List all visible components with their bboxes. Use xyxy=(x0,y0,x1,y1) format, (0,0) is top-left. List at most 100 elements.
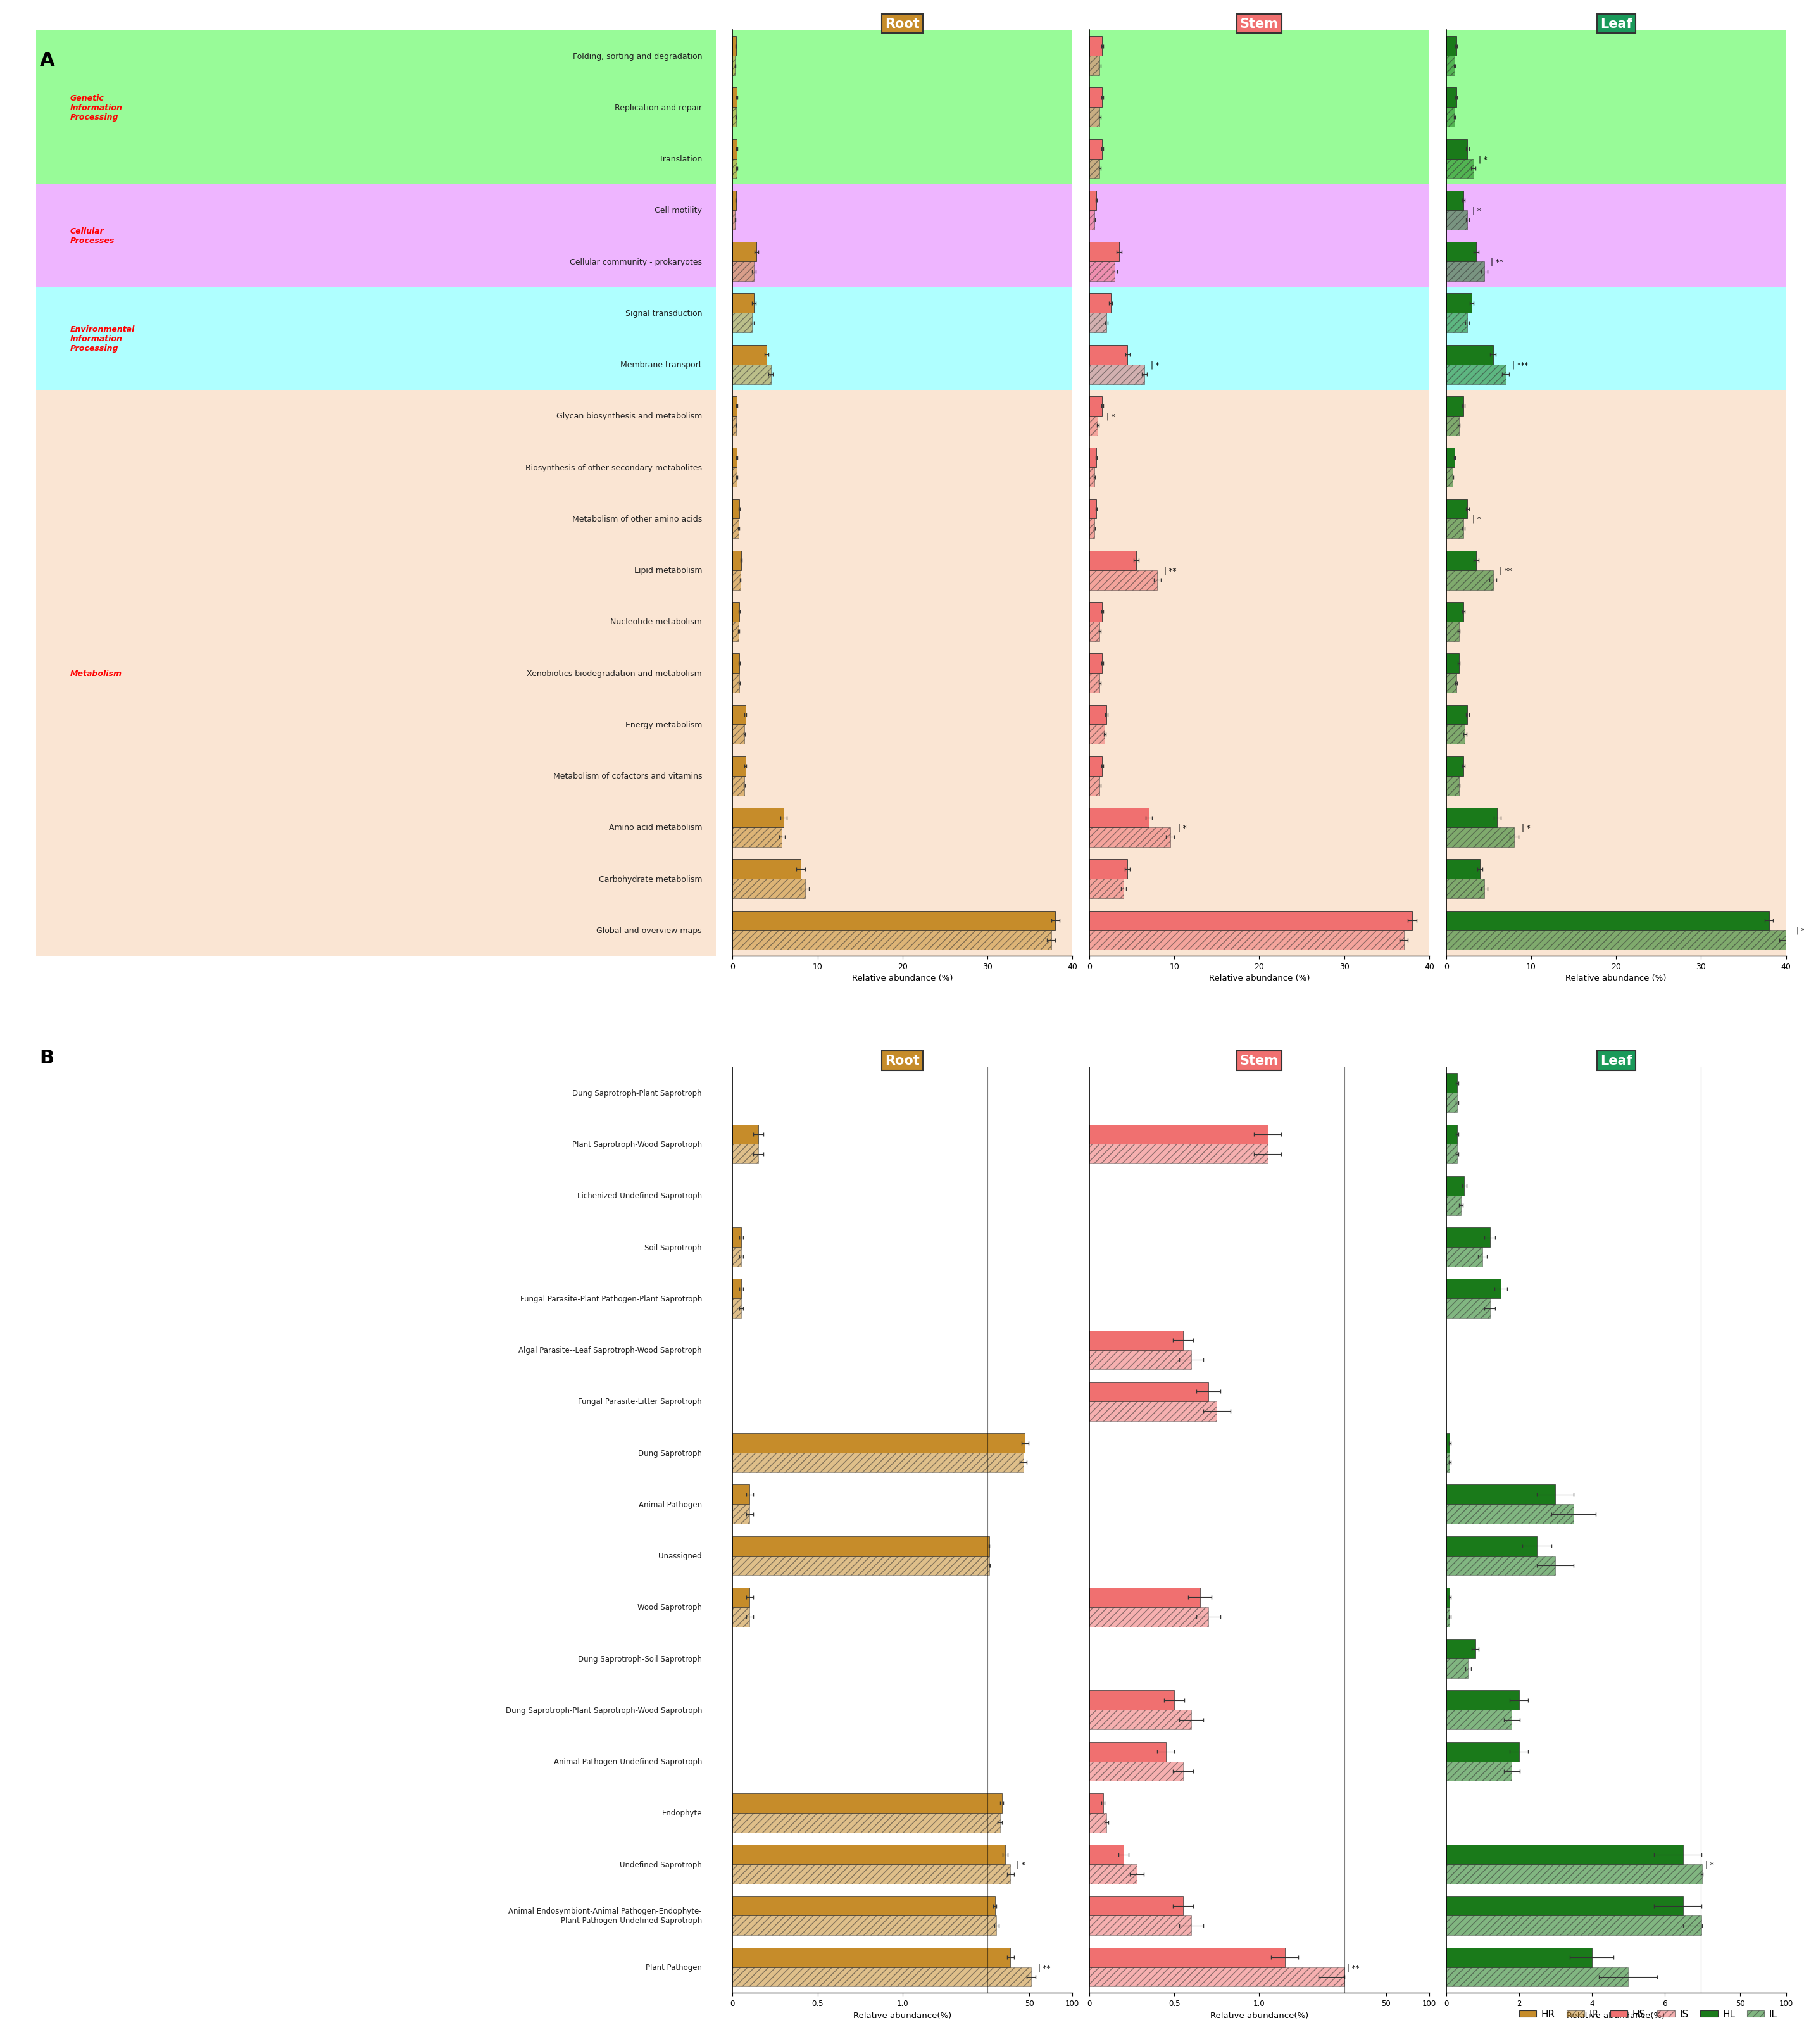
Bar xyxy=(1447,108,1454,127)
Bar xyxy=(1046,390,1472,957)
Text: Plant Saprotroph-Wood Saprotroph: Plant Saprotroph-Wood Saprotroph xyxy=(572,1141,702,1149)
Text: | ***: | *** xyxy=(1512,362,1528,370)
Text: Energy metabolism: Energy metabolism xyxy=(626,722,702,730)
Bar xyxy=(1447,1094,1458,1112)
Bar xyxy=(732,1588,750,1607)
Bar xyxy=(732,1607,750,1627)
Bar xyxy=(1447,448,1454,468)
Bar xyxy=(1090,108,1100,127)
Bar xyxy=(1090,1813,1106,1833)
Bar xyxy=(1090,552,1137,570)
Bar xyxy=(1447,88,1456,108)
Text: Folding, sorting and degradation: Folding, sorting and degradation xyxy=(572,53,702,61)
Bar xyxy=(1090,1382,1209,1402)
Bar xyxy=(732,57,736,76)
Bar xyxy=(1447,1846,1683,1864)
Bar xyxy=(1090,1966,1344,1987)
Bar xyxy=(1447,468,1452,486)
Bar xyxy=(732,448,736,468)
Text: | *: | * xyxy=(1797,926,1804,934)
Text: Replication and repair: Replication and repair xyxy=(615,104,702,112)
Bar xyxy=(732,654,740,672)
Bar xyxy=(1090,705,1106,726)
Bar xyxy=(1090,211,1095,231)
Bar xyxy=(1447,621,1459,642)
Bar xyxy=(1447,1555,1555,1576)
Bar xyxy=(1447,262,1485,282)
Bar xyxy=(732,313,752,333)
Bar xyxy=(1447,570,1494,591)
Text: Dung Saprotroph-Plant Saprotroph: Dung Saprotroph-Plant Saprotroph xyxy=(572,1089,702,1098)
Bar xyxy=(1447,861,1479,879)
Bar xyxy=(1447,1196,1461,1216)
Bar xyxy=(732,672,740,693)
Bar xyxy=(1447,1433,1450,1453)
Text: Dung Saprotroph-Plant Saprotroph-Wood Saprotroph: Dung Saprotroph-Plant Saprotroph-Wood Sa… xyxy=(505,1707,702,1715)
Bar xyxy=(1447,294,1472,313)
Title: Leaf: Leaf xyxy=(1600,1055,1633,1067)
Bar xyxy=(1090,397,1102,417)
Text: | *: | * xyxy=(1178,824,1187,832)
Bar xyxy=(1447,1897,1683,1915)
Text: Dung Saprotroph: Dung Saprotroph xyxy=(639,1449,702,1457)
Bar xyxy=(732,1948,1010,1966)
Bar xyxy=(732,1915,996,1936)
Bar xyxy=(1090,879,1124,899)
Bar xyxy=(1447,1453,1450,1472)
Text: Dung Saprotroph-Soil Saprotroph: Dung Saprotroph-Soil Saprotroph xyxy=(577,1654,702,1662)
Bar xyxy=(1090,1915,1191,1936)
Bar xyxy=(1090,621,1100,642)
Bar xyxy=(1447,1915,1701,1936)
Bar xyxy=(1090,672,1100,693)
Bar xyxy=(732,1504,750,1525)
Bar xyxy=(732,1124,758,1145)
Bar xyxy=(1447,1228,1490,1247)
Bar xyxy=(732,1897,994,1915)
Text: Soil Saprotroph: Soil Saprotroph xyxy=(644,1243,702,1251)
Text: Glycan biosynthesis and metabolism: Glycan biosynthesis and metabolism xyxy=(556,413,702,421)
Title: Root: Root xyxy=(886,18,920,31)
Text: Cellular
Processes: Cellular Processes xyxy=(70,227,115,245)
Bar xyxy=(732,397,736,417)
Bar xyxy=(732,552,741,570)
Bar xyxy=(732,1145,758,1163)
Bar xyxy=(732,88,736,108)
Bar xyxy=(1447,397,1463,417)
Bar xyxy=(1447,313,1467,333)
Bar xyxy=(1447,366,1506,384)
Bar xyxy=(1090,654,1102,672)
Text: Nucleotide metabolism: Nucleotide metabolism xyxy=(610,617,702,625)
Bar xyxy=(732,417,736,435)
Bar xyxy=(1090,1145,1268,1163)
Bar xyxy=(1090,262,1115,282)
Bar xyxy=(1090,570,1158,591)
Bar xyxy=(1046,184,1472,288)
Bar xyxy=(1090,1607,1209,1627)
Bar xyxy=(732,705,745,726)
Bar xyxy=(732,1966,1032,1987)
Bar xyxy=(732,1433,1025,1453)
Bar xyxy=(1447,1690,1519,1711)
Bar xyxy=(1447,1280,1501,1298)
Text: | **: | ** xyxy=(1164,566,1176,574)
Bar xyxy=(1090,57,1100,76)
Bar xyxy=(732,37,736,57)
Bar xyxy=(732,1864,1010,1885)
Title: Stem: Stem xyxy=(1239,18,1279,31)
Text: A: A xyxy=(40,51,54,69)
Bar xyxy=(1404,31,1804,184)
Bar xyxy=(1447,57,1454,76)
Bar xyxy=(1090,499,1097,519)
Bar xyxy=(1090,294,1111,313)
Bar xyxy=(1447,1588,1450,1607)
Bar xyxy=(1404,184,1804,288)
Bar xyxy=(1447,1762,1512,1780)
Text: Environmental
Information
Processing: Environmental Information Processing xyxy=(70,325,135,354)
Bar xyxy=(36,288,716,390)
Bar xyxy=(1447,777,1459,795)
Bar xyxy=(1447,930,1786,950)
Bar xyxy=(1447,190,1463,211)
Bar xyxy=(732,930,1052,950)
Bar xyxy=(1090,1351,1191,1369)
Bar xyxy=(1447,1484,1555,1504)
